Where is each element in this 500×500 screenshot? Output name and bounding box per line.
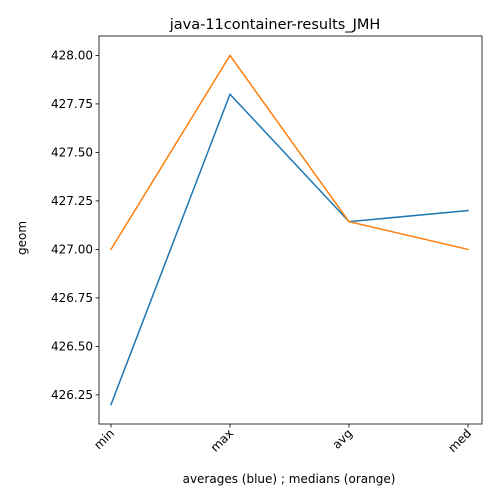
- series-line-2: [109, 54, 469, 251]
- axes-frame: [98, 35, 483, 425]
- series-line-1: [110, 93, 469, 406]
- y-tick-label: 426.25: [51, 388, 93, 402]
- x-tick-label: min: [91, 426, 117, 452]
- x-tick-label: med: [445, 426, 474, 455]
- y-axis-label: geom: [15, 221, 29, 255]
- x-axis-label: averages (blue) ; medians (orange): [183, 472, 396, 486]
- y-tick-label: 428.00: [51, 49, 93, 63]
- y-tick-label: 426.50: [51, 340, 93, 354]
- y-tick-label: 426.75: [51, 291, 93, 305]
- x-tick-label: max: [208, 426, 236, 454]
- plot-area: 426.25 426.50 426.75 427.00 427.25 427.50 427.…: [51, 35, 483, 455]
- x-tick-label: avg: [330, 426, 356, 452]
- y-tick-label: 427.25: [51, 194, 93, 208]
- y-tick-label: 427.50: [51, 146, 93, 160]
- y-tick-label: 427.00: [51, 243, 93, 257]
- y-tick-label: 427.75: [51, 97, 93, 111]
- chart-title: java-11container-results_JMH: [169, 17, 381, 33]
